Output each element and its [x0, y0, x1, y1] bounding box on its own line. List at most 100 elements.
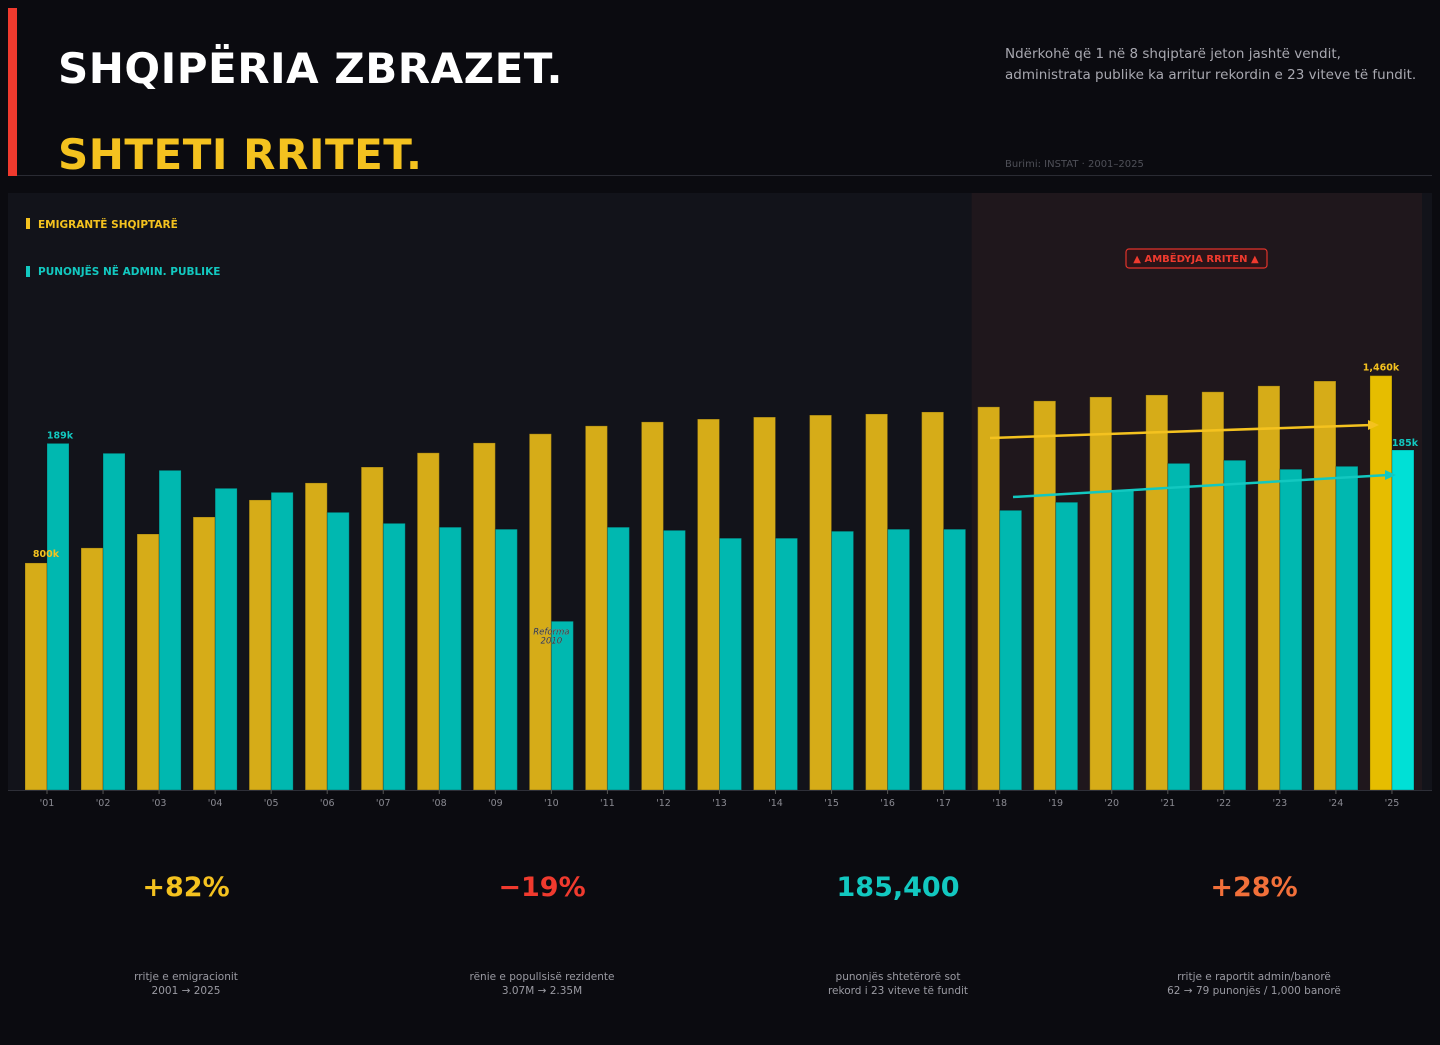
bar-admin-23	[1279, 468, 1303, 791]
x-tick-label: '25	[1385, 798, 1400, 809]
x-tick-label: '23	[1273, 798, 1288, 809]
bar-emigrants-09	[472, 442, 496, 791]
x-tick-label: '22	[1216, 798, 1231, 809]
bar-admin-11	[606, 526, 630, 791]
x-tick-label: '04	[208, 798, 223, 809]
x-tick-label: '17	[936, 798, 951, 809]
legend-swatch-emigrants	[26, 218, 30, 229]
bar-admin-02	[102, 452, 126, 791]
bar-emigrants-23	[1257, 385, 1281, 791]
highlight-label: AMBËDYJA RRITEN	[1144, 251, 1247, 265]
x-tick-label: '20	[1104, 798, 1119, 809]
bar-emigrants-12	[640, 421, 664, 791]
bar-admin-07	[382, 522, 406, 791]
bar-admin-05	[270, 491, 294, 791]
stat-value: +82%	[142, 872, 230, 903]
bar-emigrants-01	[24, 562, 48, 791]
bar-admin-18	[999, 509, 1023, 791]
accent-bar	[8, 8, 17, 176]
bar-emigrants-16	[865, 413, 889, 791]
bar-admin-25	[1391, 449, 1415, 791]
x-tick-label: '19	[1048, 798, 1063, 809]
bar-emigrants-24	[1313, 380, 1337, 791]
bar-admin-06	[326, 511, 350, 791]
intro-text: Ndërkohë që 1 në 8 shqiptarë jeton jasht…	[1005, 46, 1417, 83]
data-label-emigrants-last: 1,460k	[1363, 363, 1400, 374]
x-tick-label: '21	[1160, 798, 1175, 809]
bar-emigrants-04	[192, 516, 216, 791]
bar-emigrants-08	[416, 452, 440, 791]
headline: SHQIPËRIA ZBRAZET.	[58, 44, 563, 93]
stat-detail: 3.07M → 2.35M	[501, 985, 583, 997]
bar-emigrants-25	[1369, 375, 1393, 791]
data-label-admin-last: 185k	[1392, 438, 1419, 449]
divider	[17, 175, 1432, 176]
x-tick-label: '09	[488, 798, 503, 809]
stat-caption: rritje e raportit admin/banorë	[1177, 971, 1331, 983]
x-tick-label: '07	[376, 798, 391, 809]
bar-emigrants-06	[304, 482, 328, 791]
stat-caption: rritje e emigracionit	[134, 971, 238, 983]
bar-admin-01	[46, 442, 70, 791]
bar-emigrants-10	[528, 433, 552, 791]
bar-emigrants-02	[80, 547, 104, 791]
bar-emigrants-21	[1145, 394, 1169, 791]
bar-admin-16	[887, 528, 911, 791]
bar-admin-21	[1167, 462, 1191, 791]
stat-detail: rekord i 23 viteve të fundit	[827, 985, 969, 997]
x-tick-label: '16	[880, 798, 895, 809]
x-tick-label: '03	[152, 798, 167, 809]
x-tick-label: '18	[992, 798, 1007, 809]
bar-emigrants-14	[753, 416, 777, 791]
stat-value: 185,400	[836, 872, 960, 903]
x-tick-label: '08	[432, 798, 447, 809]
admin-trend-line	[1012, 473, 1389, 499]
emigrants-arrowhead-icon	[1368, 420, 1379, 430]
stat-caption: punonjës shtetërorë sot	[835, 971, 961, 983]
bar-admin-10	[550, 620, 574, 791]
bar-emigrants-07	[360, 466, 384, 791]
bar-admin-22	[1223, 459, 1247, 791]
bar-emigrants-19	[1033, 400, 1057, 791]
bar-admin-04	[214, 487, 238, 791]
bar-emigrants-18	[977, 406, 1001, 791]
stat-value: −19%	[498, 872, 586, 903]
x-tick-label: '01	[40, 798, 55, 809]
bar-admin-19	[1055, 501, 1079, 791]
x-tick-label: '12	[656, 798, 671, 809]
bar-emigrants-03	[136, 533, 160, 791]
x-tick-label: '24	[1329, 798, 1344, 809]
bar-admin-09	[494, 528, 518, 791]
bar-emigrants-20	[1089, 396, 1113, 791]
legend-emigrants: EMIGRANTË SHQIPTARË	[38, 217, 178, 231]
bar-admin-17	[943, 528, 967, 791]
source-note: Burimi: INSTAT · 2001–2025	[1005, 159, 1144, 170]
bar-emigrants-22	[1201, 391, 1225, 791]
bar-admin-14	[775, 537, 799, 791]
stat-detail: 62 → 79 punonjës / 1,000 banorë	[1167, 985, 1341, 997]
bar-admin-15	[831, 530, 855, 791]
stat-caption: rënie e popullsisë rezidente	[469, 971, 615, 983]
x-tick-label: '14	[768, 798, 783, 809]
x-tick-label: '11	[600, 798, 615, 809]
data-label-emigrants-first: 800k	[33, 549, 60, 560]
bar-admin-08	[438, 526, 462, 791]
bar-emigrants-17	[921, 411, 945, 791]
data-label-admin-first: 189k	[47, 430, 74, 441]
legend-swatch-admin	[26, 266, 30, 277]
bar-emigrants-15	[809, 414, 833, 791]
x-tick-label: '06	[320, 798, 335, 809]
bar-admin-20	[1111, 489, 1135, 791]
bar-admin-24	[1335, 465, 1359, 791]
x-tick-label: '10	[544, 798, 559, 809]
legend-admin: PUNONJËS NË ADMIN. PUBLIKE	[38, 264, 220, 278]
subheadline: SHTETI RRITET.	[58, 130, 423, 179]
x-tick-label: '02	[96, 798, 111, 809]
highlight-badge: ▲ AMBËDYJA RRITEN ▲	[1125, 248, 1268, 269]
svg-text:▲ AMBËDYJA RRITEN ▲: ▲ AMBËDYJA RRITEN ▲	[1133, 251, 1259, 265]
bar-admin-13	[718, 537, 742, 791]
reform-label: Reforma	[533, 627, 569, 637]
trend-arrows	[989, 420, 1396, 499]
x-tick-label: '13	[712, 798, 727, 809]
